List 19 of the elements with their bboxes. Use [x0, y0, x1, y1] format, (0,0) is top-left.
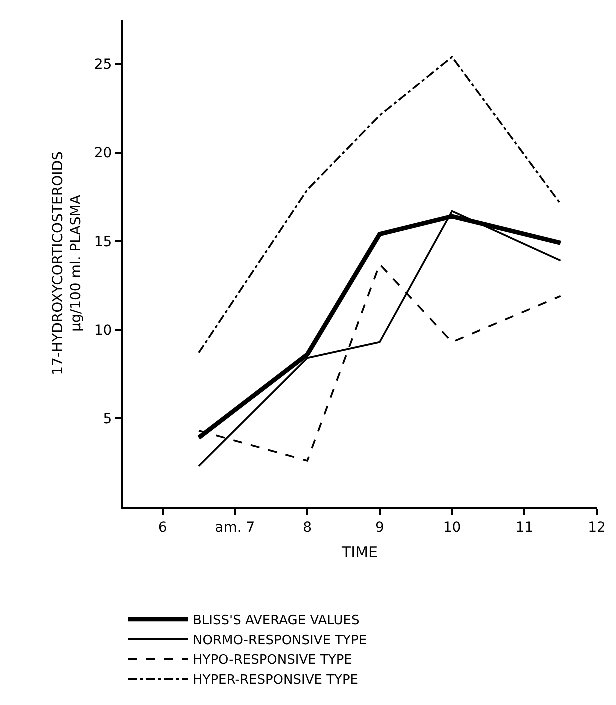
y-tick-label: 10 — [94, 322, 112, 339]
x-tick-label: 8 — [303, 520, 312, 536]
x-tick-label: 10 — [443, 520, 462, 536]
y-axis-title: 17-HYDROXYCORTICOSTEROIDS μg/100 ml. PLASMA — [50, 152, 84, 376]
y-tick-label: 25 — [94, 57, 112, 74]
x-tick-label: am. 7 — [215, 520, 256, 536]
x-tick-label: 9 — [375, 520, 384, 536]
y-tick-label: 15 — [94, 234, 112, 250]
x-axis-title: TIME — [340, 543, 378, 562]
legend-label: HYPO-RESPONSIVE TYPE — [193, 653, 352, 668]
x-tick-label: 12 — [588, 520, 606, 536]
x-tick-label: 11 — [516, 520, 534, 536]
legend-label: BLISS'S AVERAGE VALUES — [193, 613, 360, 628]
legend-label: HYPER-RESPONSIVE TYPE — [193, 673, 359, 688]
x-tick-label: 6 — [158, 520, 168, 536]
y-tick-label: 5 — [103, 411, 112, 428]
line-series — [198, 56, 562, 354]
y-tick-label: 20 — [94, 146, 112, 162]
legend-label: NORMO-RESPONSIVE TYPE — [193, 633, 368, 648]
